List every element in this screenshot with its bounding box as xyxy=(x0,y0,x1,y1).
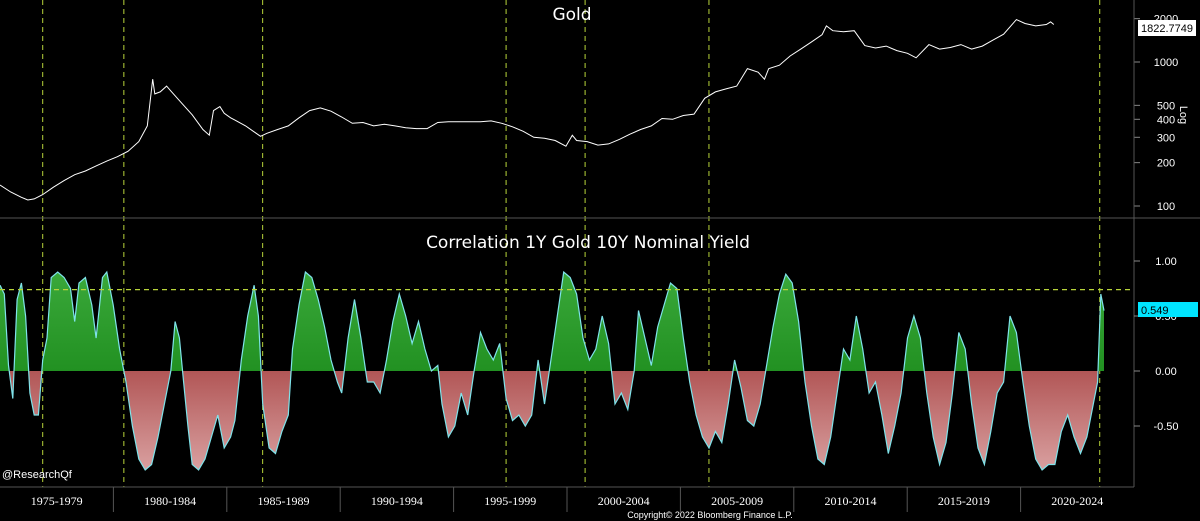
correlation-y-tick-label: 0.00 xyxy=(1155,366,1176,378)
correlation-series-line xyxy=(0,270,1105,471)
copyright: Copyright© 2022 Bloomberg Finance L.P. xyxy=(627,510,793,520)
x-axis-label: 2005-2009 xyxy=(711,494,763,508)
correlation-last-value-badge: 0.549 xyxy=(1138,302,1198,317)
gold-y-tick-label: 200 xyxy=(1157,158,1175,170)
x-axis-label: 1980-1984 xyxy=(144,494,196,508)
correlation-last-value-box xyxy=(1138,302,1198,317)
gold-series-line xyxy=(0,18,1055,201)
correlation-negative-area xyxy=(0,371,1104,470)
gold-last-value-box xyxy=(1138,20,1196,36)
gold-title: Gold xyxy=(552,5,591,25)
correlation-panel: Correlation 1Y Gold 10Y Nominal Yield -0… xyxy=(0,233,1198,471)
correlation-y-axis: -0.500.000.501.00 xyxy=(1134,256,1179,433)
x-axis-label: 1975-1979 xyxy=(31,494,83,508)
x-axis-label: 2015-2019 xyxy=(938,494,990,508)
correlation-y-tick-label: 1.00 xyxy=(1155,256,1176,268)
x-axis-label: 1990-1994 xyxy=(371,494,423,508)
gold-last-value-badge: 1822.7749 xyxy=(1138,20,1196,36)
x-axis-label: 2010-2014 xyxy=(825,494,877,508)
x-axis: 1975-1979 1980-1984 1985-1989 1990-1994 1995… xyxy=(31,487,1103,512)
gold-last-value: 1822.7749 xyxy=(1141,23,1193,35)
gold-y-tick-label: 100 xyxy=(1157,201,1175,213)
correlation-title: Correlation 1Y Gold 10Y Nominal Yield xyxy=(426,233,750,253)
gold-y-tick-label: 1000 xyxy=(1154,57,1178,69)
x-axis-label: 2020-2024 xyxy=(1051,494,1103,508)
watermark: @ResearchQf xyxy=(2,469,73,481)
correlation-positive-area xyxy=(0,272,1104,371)
x-axis-label: 1985-1989 xyxy=(258,494,310,508)
gold-y-tick-label: 400 xyxy=(1157,114,1175,126)
gold-y-tick-label: 500 xyxy=(1157,100,1175,112)
log-axis-label: Log xyxy=(1177,106,1189,124)
correlation-last-value: 0.549 xyxy=(1141,305,1169,317)
x-axis-label: 2000-2004 xyxy=(598,494,650,508)
x-axis-label: 1995-1999 xyxy=(484,494,536,508)
correlation-y-tick-label: -0.50 xyxy=(1153,421,1178,433)
vertical-guides xyxy=(42,0,1101,487)
gold-y-tick-label: 300 xyxy=(1157,132,1175,144)
